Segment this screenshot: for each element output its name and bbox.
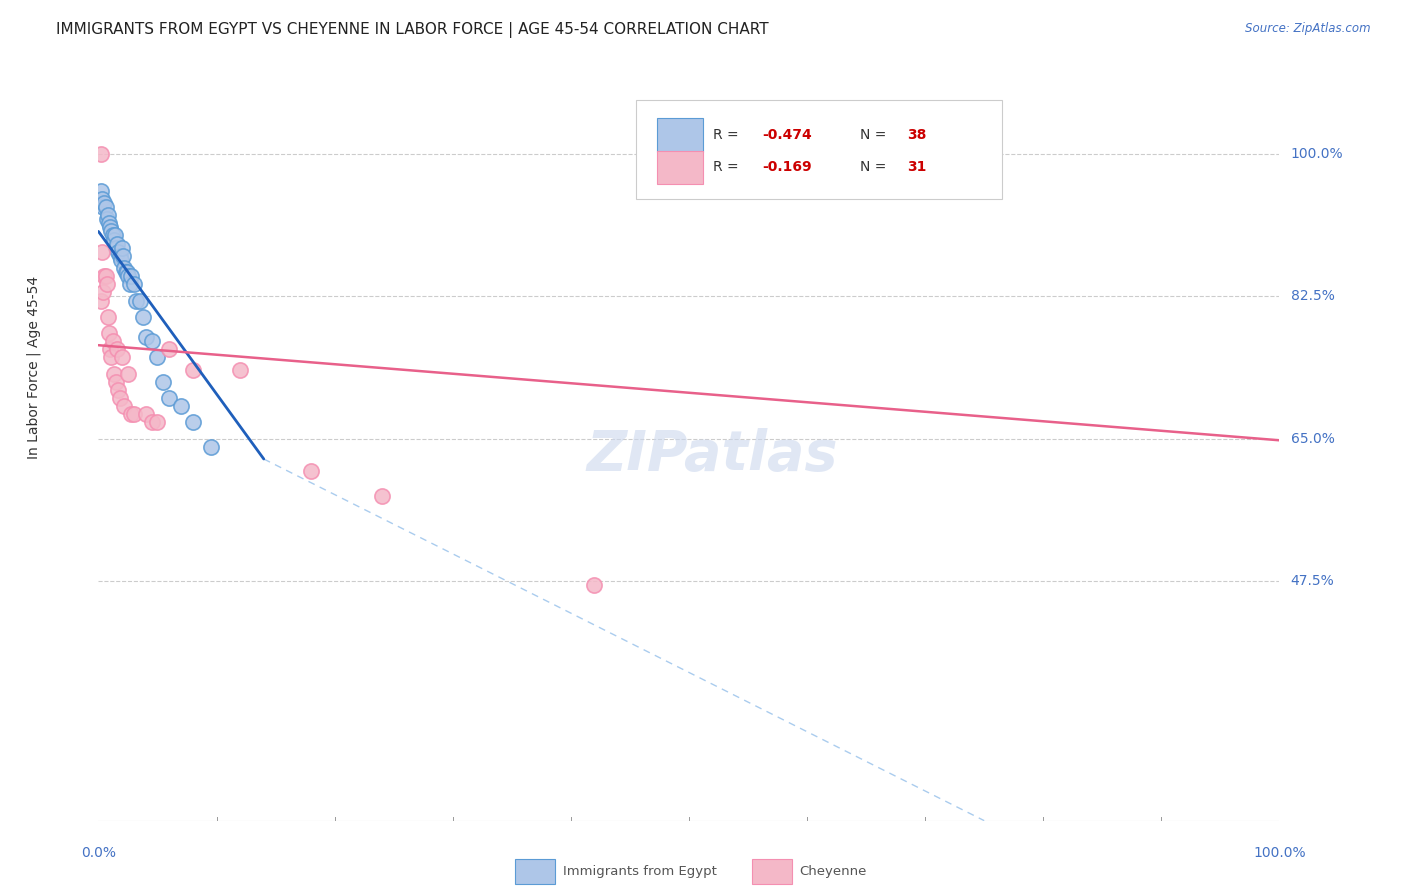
Point	[107, 383, 129, 397]
Point	[120, 277, 142, 292]
Point	[152, 375, 174, 389]
Point	[200, 440, 222, 454]
Point	[91, 244, 114, 259]
Point	[170, 399, 193, 413]
Point	[105, 236, 128, 251]
Text: 100.0%: 100.0%	[1291, 147, 1343, 161]
Text: 65.0%: 65.0%	[1291, 432, 1334, 446]
Point	[112, 399, 135, 413]
Text: 31: 31	[907, 161, 927, 175]
Point	[141, 416, 163, 430]
Point	[157, 391, 180, 405]
Point	[101, 228, 124, 243]
FancyBboxPatch shape	[752, 859, 792, 884]
Text: 0.0%: 0.0%	[82, 846, 115, 860]
Point	[96, 212, 118, 227]
Point	[90, 147, 112, 161]
Text: In Labor Force | Age 45-54: In Labor Force | Age 45-54	[27, 276, 41, 458]
Point	[583, 578, 606, 592]
Point	[181, 362, 204, 376]
Point	[98, 216, 121, 230]
Point	[105, 343, 128, 357]
Point	[110, 252, 132, 267]
Point	[181, 416, 204, 430]
Point	[114, 265, 136, 279]
Text: N =: N =	[860, 161, 891, 175]
Point	[98, 343, 121, 357]
Point	[100, 224, 122, 238]
Point	[91, 200, 114, 214]
Text: IMMIGRANTS FROM EGYPT VS CHEYENNE IN LABOR FORCE | AGE 45-54 CORRELATION CHART: IMMIGRANTS FROM EGYPT VS CHEYENNE IN LAB…	[56, 22, 769, 38]
Point	[98, 326, 121, 340]
Text: 82.5%: 82.5%	[1291, 289, 1334, 303]
Text: -0.169: -0.169	[762, 161, 811, 175]
Point	[107, 244, 129, 259]
Point	[96, 277, 118, 292]
Point	[132, 310, 155, 324]
Point	[98, 220, 121, 235]
Point	[94, 269, 117, 284]
Point	[146, 351, 169, 365]
Point	[135, 330, 157, 344]
Text: N =: N =	[860, 128, 891, 143]
Point	[125, 293, 148, 308]
Point	[93, 196, 115, 211]
Point	[157, 343, 180, 357]
Point	[93, 269, 115, 284]
Point	[103, 233, 125, 247]
Text: 100.0%: 100.0%	[1253, 846, 1306, 860]
Point	[101, 334, 124, 348]
Point	[108, 249, 131, 263]
Point	[121, 269, 143, 284]
Point	[112, 260, 135, 275]
Point	[229, 362, 252, 376]
Point	[122, 277, 145, 292]
Point	[91, 285, 114, 300]
Point	[105, 375, 128, 389]
Point	[90, 184, 112, 198]
Point	[121, 407, 143, 421]
Text: 38: 38	[907, 128, 927, 143]
FancyBboxPatch shape	[657, 151, 703, 185]
Point	[141, 334, 163, 348]
Point	[97, 310, 120, 324]
Point	[94, 200, 117, 214]
Text: 47.5%: 47.5%	[1291, 574, 1334, 588]
Point	[371, 489, 394, 503]
Text: Immigrants from Egypt: Immigrants from Egypt	[562, 865, 717, 879]
Point	[105, 241, 128, 255]
Point	[112, 249, 135, 263]
Point	[111, 241, 134, 255]
Point	[299, 464, 322, 478]
Point	[117, 367, 139, 381]
Point	[146, 416, 169, 430]
FancyBboxPatch shape	[516, 859, 555, 884]
Text: R =: R =	[713, 128, 742, 143]
Point	[108, 391, 131, 405]
Point	[104, 228, 127, 243]
Text: ZIPatlas: ZIPatlas	[586, 428, 838, 482]
Text: Cheyenne: Cheyenne	[799, 865, 866, 879]
Point	[103, 367, 125, 381]
Text: Source: ZipAtlas.com: Source: ZipAtlas.com	[1246, 22, 1371, 36]
Text: -0.474: -0.474	[762, 128, 811, 143]
Point	[100, 351, 122, 365]
Point	[115, 265, 138, 279]
Point	[91, 192, 114, 206]
Point	[90, 293, 112, 308]
Point	[117, 269, 139, 284]
Point	[97, 208, 120, 222]
Point	[122, 407, 145, 421]
FancyBboxPatch shape	[657, 119, 703, 153]
FancyBboxPatch shape	[636, 100, 1002, 199]
Point	[135, 407, 157, 421]
Text: R =: R =	[713, 161, 742, 175]
Point	[128, 293, 150, 308]
Point	[111, 351, 134, 365]
